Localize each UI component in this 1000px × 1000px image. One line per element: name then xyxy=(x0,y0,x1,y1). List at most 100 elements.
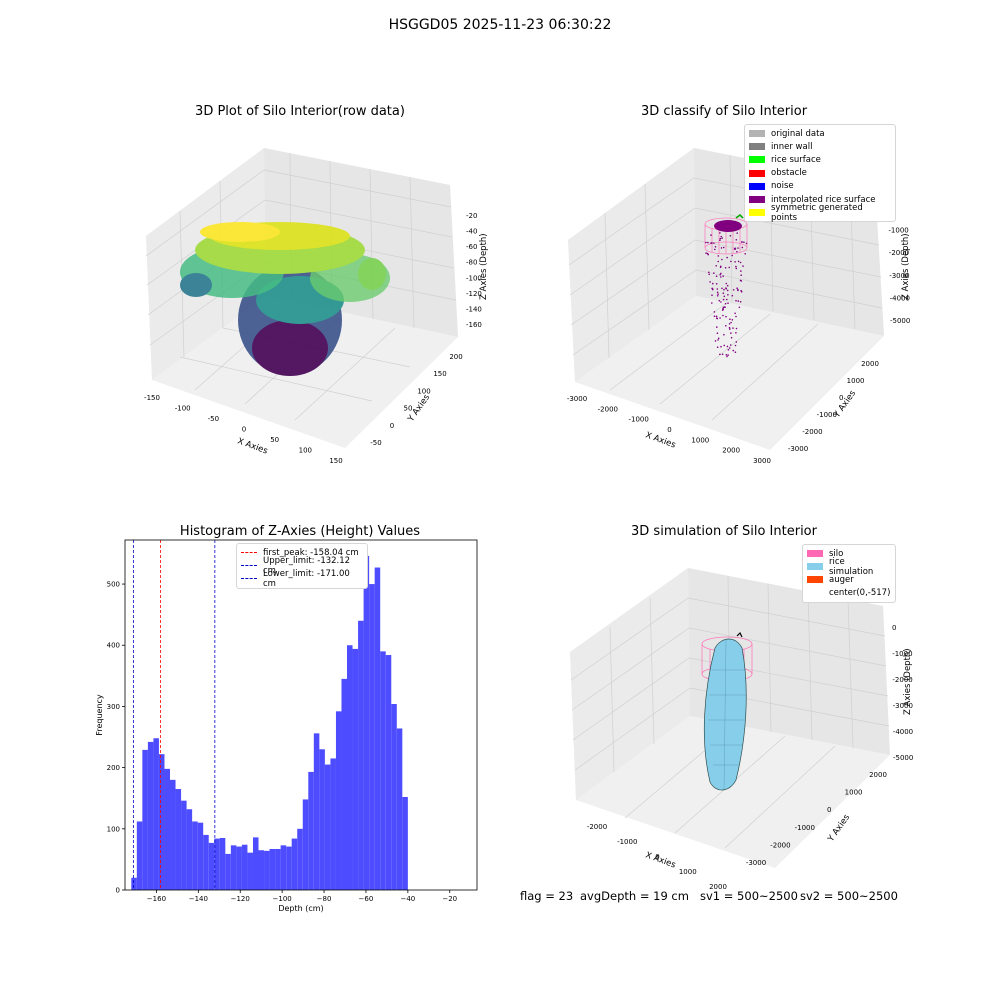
interpolated-point xyxy=(732,289,735,291)
interpolated-point xyxy=(714,340,717,342)
interpolated-point xyxy=(733,248,736,250)
interpolated-point xyxy=(731,254,733,257)
simulation-legend-item: rice simulation xyxy=(803,557,895,577)
interpolated-point xyxy=(737,288,739,291)
histogram-bars xyxy=(131,555,408,890)
interpolated-point xyxy=(726,284,729,287)
histogram-bar xyxy=(286,846,292,890)
interpolated-point xyxy=(728,266,730,269)
interpolated-point xyxy=(724,267,727,269)
raw-plot-title: 3D Plot of Silo Interior(row data) xyxy=(195,104,405,119)
interpolated-point xyxy=(723,344,725,347)
interpolated-point xyxy=(719,273,721,276)
histogram-legend-label: Lower_limit: -171.00 cm xyxy=(263,568,350,589)
histogram-bar xyxy=(252,837,259,890)
interpolated-point xyxy=(715,265,717,267)
histogram-bar xyxy=(352,648,359,890)
classify-y-tick: -1000 xyxy=(817,411,837,419)
histogram-bar xyxy=(136,821,143,890)
interpolated-point xyxy=(713,272,715,274)
classify-legend-label: rice surface xyxy=(771,154,821,165)
raw-z-tick: -80 xyxy=(466,259,477,267)
simulation-legend: silo rice simulation auger center(0,-517) xyxy=(802,544,896,603)
interpolated-point xyxy=(705,252,707,254)
simulation-3d-plot: -2000 -1000 0 1000 2000 -3000 -2000 -1000 0 1000 2… xyxy=(570,568,913,891)
histogram-chart: −160 −140 −120 −100 −80 −60 −40 −20 0 100 200 300 40… xyxy=(95,539,478,913)
classify-legend-item: interpolated rice surface xyxy=(745,193,895,206)
interpolated-point xyxy=(707,241,709,244)
simulation-zlabel: Z Axies (Depth) xyxy=(903,648,913,715)
histogram-y-tick: 500 xyxy=(107,581,120,589)
simulation-z-tick: -1000 xyxy=(892,650,912,658)
interpolated-point xyxy=(740,274,742,277)
raw-y-tick: 150 xyxy=(433,370,446,378)
interpolated-point xyxy=(735,299,737,302)
classify-legend-item: inner wall xyxy=(745,140,895,153)
histogram-legend-swatch xyxy=(241,565,257,567)
interpolated-point xyxy=(715,315,718,318)
histogram-legend-item: first_peak: -158.04 cm xyxy=(237,546,367,559)
simulation-legend-label: rice simulation xyxy=(829,556,874,577)
raw-z-tick: -120 xyxy=(466,290,482,298)
classify-xlabel: X Axies xyxy=(644,430,677,450)
histogram-legend-label: Upper_limit: -132.12 cm xyxy=(263,555,351,576)
rice-simulation-surface xyxy=(703,638,747,791)
classify-legend-swatch xyxy=(749,196,765,204)
histogram-bar xyxy=(147,741,154,890)
simulation-x-tick: -2000 xyxy=(587,823,607,831)
classify-legend-swatch xyxy=(749,209,765,217)
classify-y-tick: -3000 xyxy=(788,445,808,453)
interpolated-point xyxy=(729,344,732,346)
interpolated-point xyxy=(734,351,737,354)
interpolated-point xyxy=(735,327,738,330)
interpolated-point xyxy=(739,279,742,282)
simulation-x-tick: 2000 xyxy=(709,883,727,891)
rice-surface-points xyxy=(714,220,742,232)
classify-y-tick: 0 xyxy=(839,394,843,402)
interpolated-point xyxy=(727,294,729,296)
raw-axes-box xyxy=(145,148,458,448)
classify-legend-label: inner wall xyxy=(771,141,813,152)
histogram-bar xyxy=(197,822,204,890)
histogram-legend-item: Lower_limit: -171.00 cm xyxy=(237,569,367,589)
interpolated-point xyxy=(737,247,739,249)
interpolated-point xyxy=(719,232,721,234)
interpolated-point xyxy=(720,345,722,348)
interpolated-point xyxy=(711,287,714,290)
histogram-bar xyxy=(214,838,220,890)
histogram-bar xyxy=(181,800,187,890)
classify-x-tick: -2000 xyxy=(598,405,618,413)
interpolated-point xyxy=(734,261,736,263)
raw-y-tick: -50 xyxy=(370,439,381,447)
histogram-bar xyxy=(313,733,320,890)
interpolated-point xyxy=(722,314,724,317)
interpolated-point xyxy=(722,246,725,249)
interpolated-point xyxy=(725,325,727,327)
interpolated-point xyxy=(735,315,737,318)
simulation-legend-label: auger xyxy=(829,574,854,585)
interpolated-point xyxy=(716,332,719,335)
interpolated-point xyxy=(739,261,742,264)
histogram-xlabel: Depth (cm) xyxy=(278,904,323,913)
raw-x-tick: 150 xyxy=(329,457,342,465)
histogram-bar xyxy=(225,853,231,890)
histogram-reference-lines xyxy=(132,540,216,890)
sv1-text: sv1 = 500~2500 xyxy=(700,889,798,903)
histogram-y-tick: 400 xyxy=(107,642,120,650)
histogram-bar xyxy=(236,846,242,890)
interpolated-point xyxy=(710,242,712,244)
interpolated-point xyxy=(724,302,727,305)
histogram-bar xyxy=(219,837,226,890)
simulation-y-tick: -3000 xyxy=(746,859,766,867)
interpolated-point xyxy=(727,354,729,356)
histogram-bar xyxy=(275,849,281,890)
histogram-bar xyxy=(396,728,403,890)
interpolated-point xyxy=(713,242,715,244)
interpolated-point xyxy=(722,298,725,301)
interpolated-point xyxy=(730,321,732,324)
interpolated-point xyxy=(722,292,725,295)
histogram-bar xyxy=(380,651,386,890)
interpolated-point xyxy=(721,353,724,356)
histogram-bar xyxy=(319,749,325,890)
simulation-x-tick: 1000 xyxy=(679,868,697,876)
